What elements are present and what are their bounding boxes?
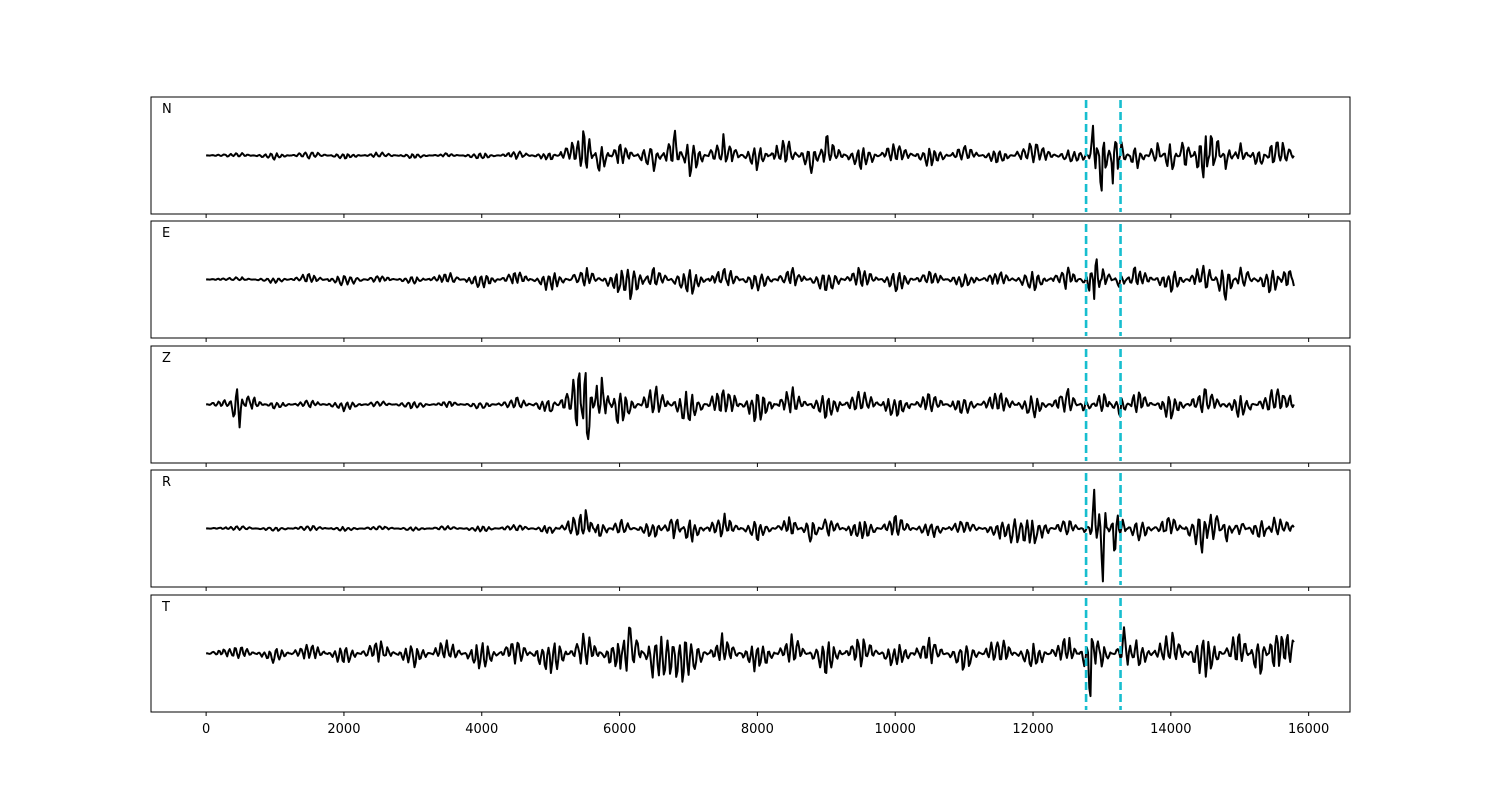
component-label-t: T — [161, 600, 170, 615]
x-tick-label: 4000 — [465, 722, 498, 737]
subplot-t: T — [150, 594, 1351, 716]
x-tick-label: 12000 — [1012, 722, 1053, 737]
subplot-stack: N E Z R T — [150, 96, 1351, 716]
x-tick-label: 6000 — [603, 722, 636, 737]
subplot-e: E — [150, 220, 1351, 342]
subplot-frame — [150, 594, 1351, 713]
subplot-r: R — [150, 469, 1351, 591]
subplot-frame — [150, 96, 1351, 215]
waveform-r — [206, 488, 1295, 583]
component-label-e: E — [162, 226, 170, 241]
x-tick-label: 16000 — [1288, 722, 1329, 737]
component-label-z: Z — [162, 351, 171, 366]
subplot-n: N — [150, 96, 1351, 218]
waveform-z — [205, 372, 1295, 441]
waveform-t — [205, 626, 1295, 698]
x-axis: 0 2000 4000 6000 8000 10000 12000 14000 16000 — [202, 722, 1329, 737]
x-tick-label: 8000 — [741, 722, 774, 737]
component-label-n: N — [162, 102, 172, 117]
subplot-z: Z — [150, 345, 1351, 467]
x-tick-label: 10000 — [875, 722, 916, 737]
waveform-e — [206, 258, 1295, 301]
component-label-r: R — [162, 475, 171, 490]
x-tick-label: 0 — [202, 722, 210, 737]
subplot-frame — [150, 469, 1351, 588]
subplot-frame — [150, 345, 1351, 464]
x-tick-label: 2000 — [327, 722, 360, 737]
x-tick-label: 14000 — [1150, 722, 1191, 737]
waveform-n — [206, 124, 1295, 192]
subplot-frame — [150, 220, 1351, 339]
